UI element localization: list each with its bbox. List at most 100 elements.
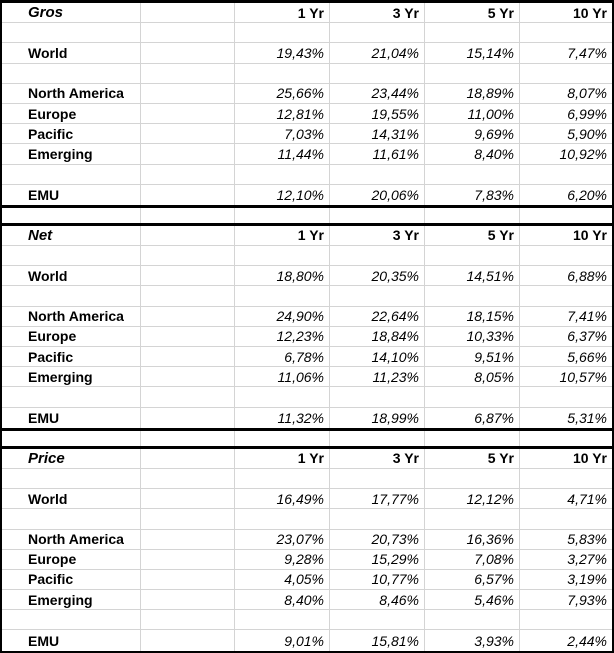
empty-cell[interactable]	[520, 165, 612, 184]
column-header-cell[interactable]: 10 Yr	[573, 4, 607, 21]
empty-cell[interactable]	[141, 448, 235, 468]
empty-cell[interactable]	[141, 266, 235, 286]
empty-cell[interactable]	[2, 610, 141, 630]
empty-cell[interactable]	[141, 164, 235, 184]
empty-cell[interactable]	[2, 286, 141, 306]
empty-cell[interactable]	[235, 286, 330, 306]
row-label-cell[interactable]: EMU	[2, 407, 141, 428]
empty-cell[interactable]	[141, 387, 235, 407]
empty-cell[interactable]	[520, 246, 612, 265]
empty-cell[interactable]	[520, 610, 612, 629]
row-label-cell[interactable]: EMU	[2, 630, 141, 651]
empty-cell[interactable]	[330, 23, 425, 43]
value-cell[interactable]: 9,01%	[235, 630, 330, 651]
empty-cell[interactable]	[520, 23, 612, 42]
empty-cell[interactable]	[425, 610, 520, 630]
value-cell[interactable]: 19,43%	[235, 43, 330, 63]
empty-cell[interactable]	[141, 367, 235, 387]
empty-cell[interactable]	[2, 430, 141, 446]
value-cell[interactable]: 8,46%	[330, 590, 425, 610]
value-cell[interactable]: 15,14%	[425, 43, 520, 63]
row-label-cell[interactable]: Emerging	[2, 367, 141, 387]
empty-cell[interactable]	[235, 610, 330, 630]
row-label-cell[interactable]: Emerging	[2, 144, 141, 164]
empty-cell[interactable]	[141, 3, 235, 23]
value-cell[interactable]: 7,03%	[235, 124, 330, 144]
value-cell[interactable]: 18,80%	[235, 266, 330, 286]
value-cell[interactable]: 5,83%	[567, 531, 607, 548]
value-cell[interactable]: 18,15%	[425, 306, 520, 326]
empty-cell[interactable]	[330, 430, 425, 446]
empty-cell[interactable]	[2, 246, 141, 266]
value-cell[interactable]: 11,32%	[235, 407, 330, 428]
empty-cell[interactable]	[141, 430, 235, 446]
row-label-cell[interactable]: Europe	[2, 103, 141, 124]
value-cell[interactable]: 6,78%	[235, 347, 330, 367]
empty-cell[interactable]	[141, 83, 235, 103]
value-cell[interactable]: 7,93%	[567, 591, 607, 608]
value-cell[interactable]: 21,04%	[330, 43, 425, 63]
empty-cell[interactable]	[330, 610, 425, 630]
row-label-cell[interactable]: Europe	[2, 549, 141, 569]
empty-cell[interactable]	[425, 246, 520, 266]
column-header-cell[interactable]: 10 Yr	[573, 450, 607, 467]
value-cell[interactable]: 24,90%	[235, 306, 330, 326]
value-cell[interactable]: 11,44%	[235, 144, 330, 164]
row-label-cell[interactable]: EMU	[2, 184, 141, 205]
column-header-cell[interactable]: 1 Yr	[235, 225, 330, 246]
empty-cell[interactable]	[141, 306, 235, 326]
empty-cell[interactable]	[235, 207, 330, 223]
empty-cell[interactable]	[141, 569, 235, 590]
empty-cell[interactable]	[520, 469, 612, 488]
value-cell[interactable]: 14,10%	[330, 347, 425, 367]
empty-cell[interactable]	[520, 208, 612, 223]
value-cell[interactable]: 23,44%	[330, 83, 425, 103]
empty-cell[interactable]	[520, 431, 612, 446]
empty-cell[interactable]	[425, 509, 520, 529]
empty-cell[interactable]	[235, 468, 330, 489]
value-cell[interactable]: 3,27%	[567, 551, 607, 568]
empty-cell[interactable]	[141, 529, 235, 549]
empty-cell[interactable]	[141, 124, 235, 144]
empty-cell[interactable]	[2, 207, 141, 223]
row-label-cell[interactable]: World	[2, 489, 141, 509]
value-cell[interactable]: 18,89%	[425, 83, 520, 103]
empty-cell[interactable]	[141, 246, 235, 266]
empty-cell[interactable]	[141, 43, 235, 63]
empty-cell[interactable]	[141, 468, 235, 489]
column-header-cell[interactable]: 1 Yr	[235, 448, 330, 468]
value-cell[interactable]: 10,92%	[559, 145, 607, 162]
value-cell[interactable]: 14,31%	[330, 124, 425, 144]
empty-cell[interactable]	[330, 63, 425, 83]
empty-cell[interactable]	[141, 23, 235, 43]
empty-cell[interactable]	[330, 207, 425, 223]
empty-cell[interactable]	[235, 387, 330, 407]
empty-cell[interactable]	[235, 430, 330, 446]
empty-cell[interactable]	[520, 286, 612, 305]
row-label-cell[interactable]: Europe	[2, 326, 141, 346]
empty-cell[interactable]	[2, 164, 141, 184]
value-cell[interactable]: 5,46%	[425, 590, 520, 610]
value-cell[interactable]: 5,31%	[567, 409, 607, 426]
empty-cell[interactable]	[235, 23, 330, 43]
section-title-cell[interactable]: Net	[2, 225, 141, 246]
column-header-cell[interactable]: 3 Yr	[330, 448, 425, 468]
empty-cell[interactable]	[141, 207, 235, 223]
value-cell[interactable]: 20,06%	[330, 184, 425, 205]
empty-cell[interactable]	[141, 326, 235, 346]
value-cell[interactable]: 4,71%	[567, 490, 607, 507]
value-cell[interactable]: 20,35%	[330, 266, 425, 286]
column-header-cell[interactable]: 5 Yr	[425, 3, 520, 23]
empty-cell[interactable]	[141, 184, 235, 205]
row-label-cell[interactable]: Pacific	[2, 347, 141, 367]
value-cell[interactable]: 9,28%	[235, 549, 330, 569]
value-cell[interactable]: 8,40%	[235, 590, 330, 610]
row-label-cell[interactable]: World	[2, 43, 141, 63]
empty-cell[interactable]	[141, 489, 235, 509]
empty-cell[interactable]	[330, 246, 425, 266]
empty-cell[interactable]	[425, 63, 520, 83]
value-cell[interactable]: 11,06%	[235, 367, 330, 387]
empty-cell[interactable]	[425, 468, 520, 489]
row-label-cell[interactable]: Pacific	[2, 124, 141, 144]
value-cell[interactable]: 2,44%	[567, 632, 607, 649]
